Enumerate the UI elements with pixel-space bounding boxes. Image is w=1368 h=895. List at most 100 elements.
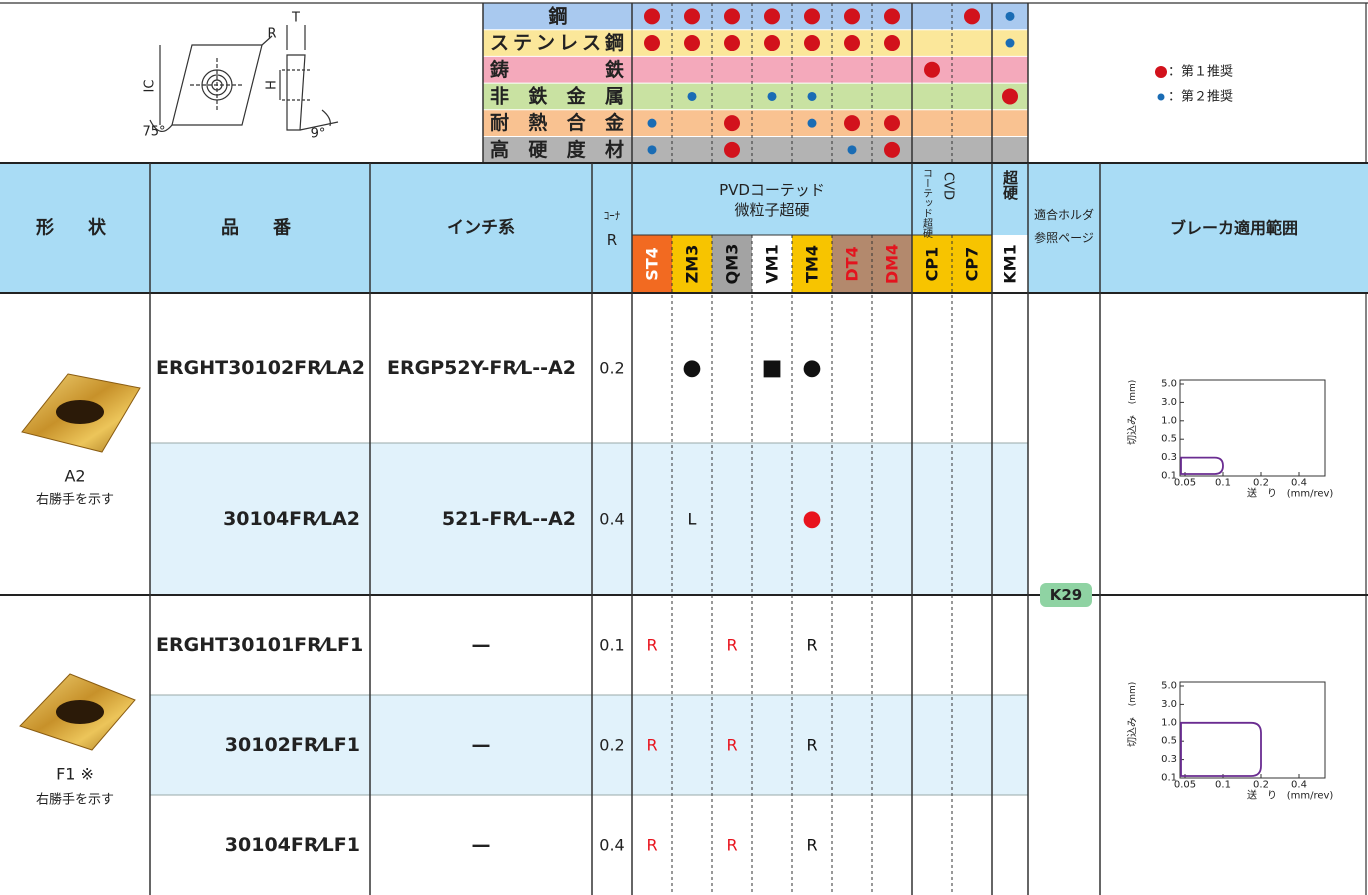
radius-leader (261, 35, 273, 46)
recommend-dot (807, 118, 817, 128)
material-row (483, 29, 1028, 57)
recommend-dot (884, 141, 900, 158)
material-name: 鋼 (547, 4, 567, 27)
grade-cell (752, 235, 792, 293)
label: R (607, 231, 617, 249)
x-tick-label: 0.05 (1174, 780, 1196, 791)
grade-cell (672, 235, 712, 293)
shape-label: F1 ※ (56, 765, 94, 784)
part-number: ERGHT30102FR⁄LA2 (156, 357, 365, 379)
grade-mark: ● (802, 507, 821, 532)
recommend-dot (844, 35, 860, 52)
plot-frame (1179, 681, 1326, 779)
grade-name: ZM3 (683, 245, 702, 284)
x-axis-label: 送 り (1247, 789, 1277, 802)
insert-drawing (149, 25, 339, 132)
label: 形 状 (36, 217, 114, 239)
recommend-dot (1005, 38, 1015, 48)
x-tick-label: 0.2 (1253, 478, 1269, 489)
grade-name: VM1 (763, 244, 782, 283)
recommend-dot (724, 8, 740, 25)
corner-radius: 0.4 (599, 836, 624, 855)
legend-label: ：第２推奨 (1168, 90, 1233, 105)
y-tick-label: 0.5 (1161, 434, 1177, 445)
grade-mark: L (688, 510, 697, 529)
grade-name: TM4 (803, 245, 822, 283)
breaker-range (1180, 721, 1262, 777)
diagram-label: 75° (142, 125, 165, 140)
grade-cell (952, 235, 992, 293)
grade-mark: R (806, 836, 817, 855)
x-axis-unit: (mm/rev) (1287, 791, 1334, 802)
recommend-dot (724, 141, 740, 158)
side-view (286, 54, 306, 131)
material-row (483, 56, 1028, 84)
grade-name: DT4 (843, 246, 862, 281)
label: インチ系 (447, 218, 515, 238)
y-axis-label: 切込み (1127, 415, 1139, 445)
label: 品 番 (221, 218, 299, 239)
row-bg (150, 695, 1028, 795)
y-tick-label: 5.0 (1161, 379, 1177, 390)
grade-mark: R (646, 836, 657, 855)
recommend-dot (844, 8, 860, 25)
legend-label: ：第１推奨 (1168, 65, 1233, 80)
grade-cell (832, 235, 872, 293)
insert-hole (56, 400, 104, 424)
recommend-dot (644, 35, 660, 52)
diagram-label: 9° (311, 127, 326, 142)
angle-line (299, 121, 339, 131)
x-tick-label: 0.4 (1291, 780, 1307, 791)
y-tick-label: 1.0 (1161, 717, 1177, 728)
angle-arc (321, 109, 331, 127)
recommend-dot (964, 8, 980, 25)
inch-number: — (472, 634, 491, 656)
inch-number: 521-FR⁄L--A2 (442, 508, 576, 530)
insert-outline (171, 44, 263, 126)
material-row (483, 136, 1028, 164)
holder-badge (1040, 583, 1092, 607)
recommend-dot (684, 8, 700, 25)
part-number: 30102FR⁄LF1 (225, 734, 360, 756)
legend-dot (1155, 66, 1167, 78)
diagram-label: H (265, 80, 280, 90)
grade-cell (792, 235, 832, 293)
x-tick-label: 0.2 (1253, 780, 1269, 791)
angle-arc (149, 119, 173, 132)
x-axis-label: 送 り (1247, 487, 1277, 500)
grade-cell (992, 235, 1028, 293)
part-number: ERGHT30101FR⁄LF1 (156, 634, 363, 656)
grade-cell (872, 235, 912, 293)
recommend-dot (884, 35, 900, 52)
x-tick-label: 0.4 (1291, 478, 1307, 489)
recommend-dot (807, 91, 817, 101)
label: 参照ページ (1034, 230, 1094, 245)
material-row (483, 83, 1028, 110)
y-tick-label: 5.0 (1161, 681, 1177, 692)
recommend-dot (924, 61, 940, 78)
grade-cell (712, 235, 752, 293)
label: CVD (941, 172, 956, 200)
grade-mark: R (726, 736, 737, 755)
grade-mark: ● (802, 356, 821, 381)
x-tick-label: 0.05 (1174, 478, 1196, 489)
grade-name: DM4 (883, 244, 902, 284)
shape-note: 右勝手を示す (36, 793, 114, 808)
inch-number: ERGP52Y-FR⁄L--A2 (387, 357, 576, 379)
inch-number: — (472, 734, 491, 756)
y-tick-label: 0.1 (1161, 773, 1177, 784)
recommend-dot (684, 35, 700, 52)
diagram-label: R (267, 27, 276, 42)
grade-name: CP7 (963, 247, 982, 282)
recommend-dot (884, 8, 900, 25)
recommend-dot (767, 91, 777, 101)
recommend-dot (647, 118, 657, 128)
label: 微粒子超硬 (734, 201, 809, 219)
grade-name: ST4 (643, 247, 662, 281)
recommend-dot (844, 115, 860, 132)
label: ｺｰﾅ (604, 210, 621, 223)
diagram-label: IC (143, 80, 158, 93)
y-axis-unit: (mm) (1128, 380, 1138, 405)
